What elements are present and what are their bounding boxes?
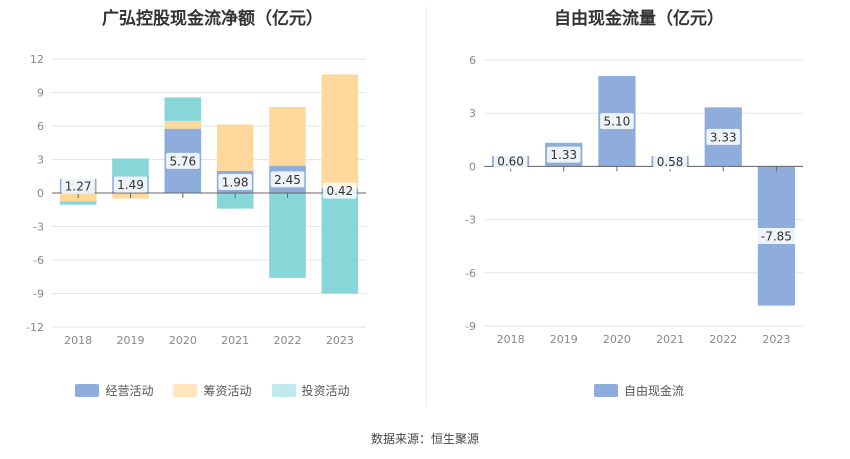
x-tick-label: 2022 (274, 334, 302, 347)
data-source-note: 数据来源：恒生聚源 (370, 432, 479, 446)
legend-swatch-operating (75, 384, 100, 397)
legend-label: 筹资活动 (203, 384, 252, 398)
data-label-bg (113, 176, 148, 193)
y-tick-label: 6 (37, 120, 44, 133)
legend-swatch-investing (271, 384, 296, 397)
data-label: 0.42 (326, 184, 353, 198)
y-tick-label: -12 (26, 321, 44, 334)
x-tick-label: 2018 (497, 333, 525, 346)
x-tick-label: 2020 (603, 333, 631, 346)
x-tick-label: 2021 (656, 333, 684, 346)
y-tick-label: -6 (465, 267, 476, 280)
cash-flow-chart: 12 9 6 3 0 -3 -6 -9 -12 2018 2019 2020 2021 2022 2023 1… (26, 53, 366, 347)
x-tick-label: 2019 (550, 333, 578, 346)
legend-swatch-financing (173, 384, 198, 397)
data-label: -7.85 (761, 230, 792, 244)
bar-investing-2018 (59, 201, 97, 205)
data-label-bg (600, 113, 634, 130)
legend-item-operating[interactable]: 经营活动 (75, 382, 153, 399)
legend-item-financing[interactable]: 筹资活动 (173, 382, 252, 399)
x-tick-label: 2019 (117, 334, 145, 347)
free-cash-flow-chart-panel: 自由现金流量（亿元） 6 3 0 -3 -6 -9 2018 2019 2020 2021 2022… (428, 0, 850, 410)
y-tick-label: 12 (30, 53, 44, 66)
y-tick-label: 3 (469, 107, 476, 120)
y-tick-label: 3 (37, 154, 44, 167)
x-tick-label: 2018 (64, 334, 92, 347)
chart-title: 广弘控股现金流净额（亿元） (102, 9, 323, 29)
bar-financing-2023 (321, 74, 359, 189)
y-tick-label: -3 (465, 214, 476, 227)
free-cash-flow-chart: 6 3 0 -3 -6 -9 2018 2019 2020 2021 2022 2023 0.60 1.3… (465, 54, 803, 346)
legend-item-investing[interactable]: 投资活动 (271, 382, 350, 399)
x-tick-label: 2023 (762, 333, 790, 346)
y-tick-label: -9 (465, 320, 476, 333)
x-tick-label: 2022 (709, 333, 737, 346)
chart-title: 自由现金流量（亿元） (554, 9, 724, 29)
y-tick-label: -3 (33, 221, 44, 234)
data-label: 1.33 (550, 148, 577, 162)
data-label: 5.76 (169, 154, 196, 168)
data-label-bg (218, 173, 252, 190)
legend-label: 投资活动 (301, 384, 350, 398)
data-label: 5.10 (604, 115, 631, 129)
legend-label: 经营活动 (105, 384, 154, 398)
y-tick-label: 0 (37, 187, 44, 200)
legend-swatch-fcf (593, 384, 618, 397)
data-label: 0.60 (497, 155, 524, 169)
data-label: 2.45 (274, 173, 301, 187)
x-tick-label: 2021 (221, 334, 249, 347)
bar-investing-2020 (164, 97, 202, 121)
bar-investing-2022 (269, 193, 306, 278)
data-label: 0.58 (657, 155, 684, 169)
legend-item-fcf[interactable]: 自由现金流 (593, 382, 684, 399)
data-label-bg (653, 153, 687, 170)
bar-investing-2019 (112, 158, 149, 177)
data-label-bg (323, 182, 357, 199)
data-label-bg (61, 177, 95, 194)
data-label-bg (706, 128, 741, 145)
data-label-bg (493, 153, 528, 170)
data-label-bg (166, 152, 200, 169)
y-tick-label: 0 (469, 160, 476, 173)
x-tick-label: 2023 (326, 334, 354, 347)
legend-label: 自由现金流 (623, 384, 684, 398)
data-label: 1.27 (65, 179, 92, 193)
data-label-bg (546, 146, 581, 163)
panel-divider (426, 6, 427, 406)
x-tick-label: 2020 (169, 334, 197, 347)
data-label-bg (270, 171, 305, 188)
chart-legend: 自由现金流 (428, 382, 850, 399)
y-tick-label: 6 (469, 54, 476, 67)
y-tick-label: -6 (33, 254, 44, 267)
y-tick-label: 9 (37, 87, 44, 100)
chart-legend: 经营活动 筹资活动 投资活动 (0, 382, 425, 399)
bar-investing-2021 (216, 193, 254, 209)
data-label: 1.49 (117, 178, 144, 192)
data-label: 3.33 (710, 130, 737, 144)
bar-investing-2023 (321, 193, 359, 294)
data-label-bg (755, 228, 797, 245)
y-tick-label: -9 (33, 288, 44, 301)
data-label: 1.98 (222, 175, 249, 189)
bar-financing-2021 (216, 124, 254, 171)
bar-financing-2022 (269, 107, 306, 166)
cash-flow-chart-panel: 广弘控股现金流净额（亿元） 12 9 6 3 0 -3 -6 -9 -12 2018 2019 202… (0, 0, 425, 410)
bar-financing-2020 (164, 120, 202, 129)
